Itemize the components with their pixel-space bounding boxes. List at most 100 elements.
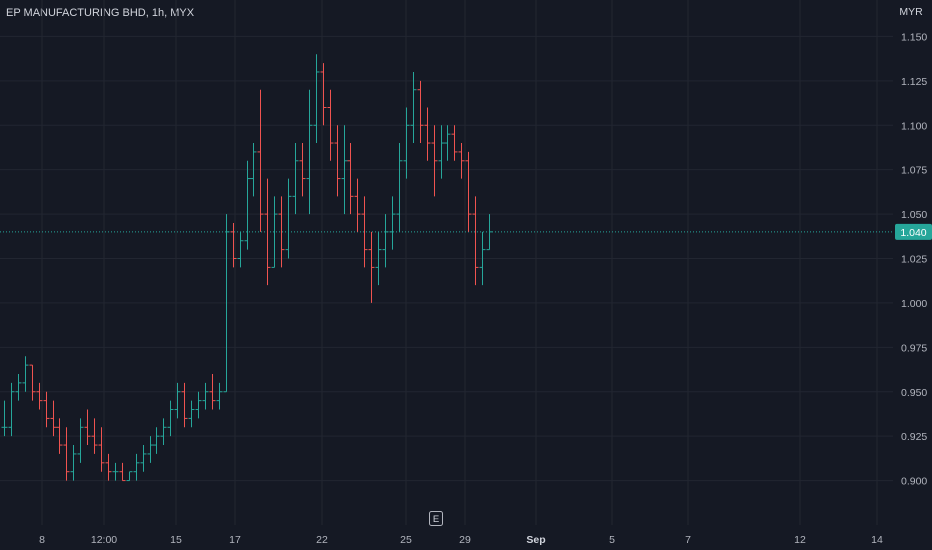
ohlc-bar [458, 143, 465, 179]
y-tick-label: 0.900 [901, 476, 927, 488]
ohlc-bar [417, 80, 424, 144]
ohlc-bar [105, 453, 112, 481]
event-marker-box [429, 511, 443, 526]
ohlc-bar [167, 400, 174, 437]
ohlc-bar [486, 214, 493, 251]
ohlc-bar [403, 107, 410, 179]
last-price-value: 1.040 [900, 227, 926, 239]
ohlc-bar [56, 418, 63, 454]
ohlc-bar [361, 196, 368, 268]
ohlc-bar [91, 418, 98, 454]
price-axis[interactable]: MYR 1.150 1.125 1.100 1.075 1.050 1.025 1.000 0… [899, 6, 927, 488]
ohlc-bar [181, 382, 188, 428]
ohlc-bar [278, 196, 285, 268]
ohlc-bar [126, 471, 133, 482]
ohlc-bar [306, 89, 313, 215]
ohlc-bar [202, 382, 209, 410]
ohlc-bar [250, 143, 257, 197]
ohlc-bar [292, 143, 299, 215]
x-tick-label: 7 [685, 534, 691, 546]
y-tick-label: 0.925 [901, 431, 927, 443]
ohlc-bar [424, 107, 431, 161]
ohlc-bar [341, 125, 348, 215]
ohlc-bar [43, 391, 50, 428]
ohlc-bar [195, 391, 202, 419]
ohlc-bar [230, 222, 237, 268]
ohlc-bar [271, 196, 278, 268]
ohlc-bar [444, 125, 451, 161]
x-tick-label: Sep [526, 534, 545, 546]
ohlc-bar [50, 400, 57, 437]
x-tick-label: 29 [459, 534, 471, 546]
y-tick-label: 0.950 [901, 387, 927, 399]
y-tick-label: 1.100 [901, 120, 927, 132]
ohlc-bar [472, 196, 479, 286]
x-tick-label: 25 [400, 534, 412, 546]
ohlc-bar [410, 71, 417, 144]
ohlc-bar [119, 462, 126, 482]
ohlc-bar [327, 89, 334, 161]
y-tick-label: 0.975 [901, 342, 927, 354]
x-tick-label: 5 [609, 534, 615, 546]
ohlc-bar [112, 462, 119, 481]
ohlc-bar [375, 231, 382, 286]
ohlc-bar [174, 382, 181, 419]
ohlc-bar [285, 178, 292, 259]
last-price-badge-bg [895, 223, 932, 240]
ohlc-bar [237, 231, 244, 268]
last-price-badge: 1.040 [895, 223, 932, 240]
ohlc-bar [8, 382, 15, 437]
ohlc-bar [382, 214, 389, 268]
ohlc-bar [396, 143, 403, 232]
ohlc-bar [63, 427, 70, 481]
x-tick-label: 12:00 [91, 534, 117, 546]
time-axis[interactable]: 8 12:00 15 17 22 25 29 Sep 5 7 12 14 [39, 534, 883, 546]
ohlc-bar [84, 409, 91, 446]
y-tick-label: 1.050 [901, 209, 927, 221]
ohlc-bar [22, 356, 29, 392]
ohlc-bar [347, 143, 354, 215]
ohlc-bar [188, 400, 195, 428]
ohlc-bar [451, 125, 458, 161]
ohlc-bar [264, 178, 271, 286]
y-tick-label: 1.025 [901, 254, 927, 266]
ohlc-bar [313, 54, 320, 144]
ohlc-bar [15, 373, 22, 401]
x-tick-label: 15 [170, 534, 182, 546]
ohlc-bar [257, 89, 264, 232]
ohlc-bar [223, 214, 230, 393]
ohlc-bar [147, 436, 154, 463]
ohlc-bar [334, 125, 341, 197]
ohlc-bar [320, 63, 327, 126]
ohlc-bar [465, 151, 472, 232]
ohlc-bar [77, 418, 84, 463]
ohlc-bar [36, 382, 43, 410]
event-marker[interactable]: E [429, 511, 443, 526]
y-tick-label: 1.075 [901, 165, 927, 177]
x-tick-label: 8 [39, 534, 45, 546]
ohlc-bar [70, 445, 77, 481]
y-tick-label: 1.125 [901, 76, 927, 88]
ohlc-bar [299, 143, 306, 197]
x-tick-label: 12 [794, 534, 806, 546]
ohlc-bar [368, 231, 375, 303]
chart-grid [0, 0, 893, 525]
x-tick-label: 17 [229, 534, 241, 546]
ohlc-bar [438, 125, 445, 179]
ohlc-bar [389, 196, 396, 250]
ohlc-bar [1, 400, 8, 437]
ohlc-bar [29, 364, 36, 401]
x-tick-label: 14 [871, 534, 883, 546]
ohlc-bar [431, 125, 438, 197]
x-tick-label: 22 [316, 534, 328, 546]
event-marker-label: E [433, 514, 439, 525]
ohlc-bar [140, 445, 147, 472]
y-tick-label: 1.150 [901, 31, 927, 43]
price-bars[interactable] [1, 54, 493, 482]
ohlc-bar [216, 382, 223, 410]
ohlc-bar [354, 178, 361, 232]
ohlc-bar [160, 418, 167, 446]
ohlc-bar [133, 453, 140, 481]
ohlc-bar [209, 373, 216, 410]
